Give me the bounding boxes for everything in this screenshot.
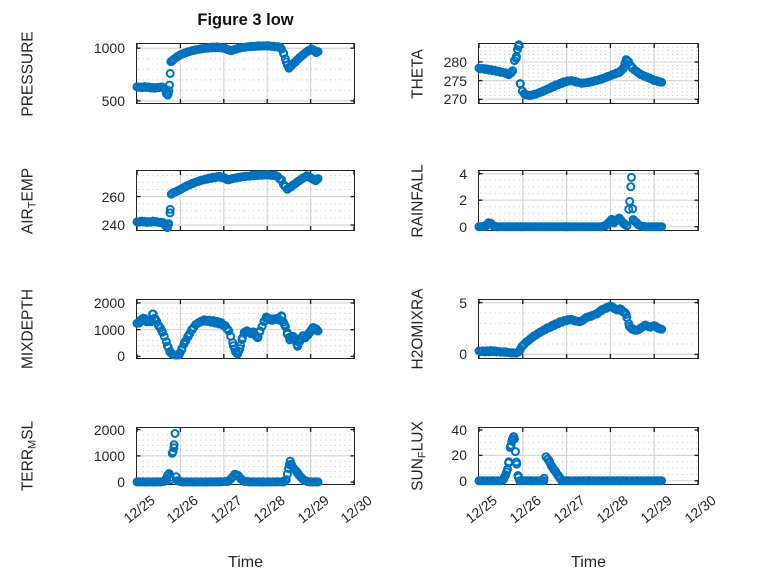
plot-canvas-pressure <box>132 41 355 103</box>
y-tick-label: 1000 <box>93 321 125 338</box>
x-tick-label: 12/26 <box>506 492 544 527</box>
x-tick-label: 12/30 <box>337 492 375 527</box>
y-tick-label: 1000 <box>93 40 125 57</box>
y-axis-label-h2omixra: H2OMIXRA <box>409 288 427 370</box>
x-axis-title-right: Time <box>571 554 606 571</box>
y-tick-label: 40 <box>451 421 467 438</box>
x-tick-label: 12/30 <box>681 492 719 527</box>
y-tick-label: 2000 <box>93 294 125 311</box>
figure-title: Figure 3 low <box>197 11 294 29</box>
y-axis-label-airtemp: AIRTEMP <box>19 167 39 234</box>
plot-rainfall: RAINFALL 0 2 4 <box>410 164 699 237</box>
y-tick-label: 5 <box>459 294 467 311</box>
data-points <box>132 170 323 233</box>
y-axis-label-terrmsl: TERRMSL <box>19 420 39 492</box>
x-tick-label: 12/29 <box>293 492 332 527</box>
plot-theta: THETA 270 275 280 <box>410 40 699 107</box>
data-points <box>474 432 667 486</box>
plot-h2omixra: H2OMIXRA 0 5 <box>410 289 699 369</box>
x-tick-label: 12/28 <box>250 492 289 527</box>
plot-canvas-sun_flux <box>474 428 699 486</box>
plot-pressure: PRESSURE 500 1000 <box>20 31 355 116</box>
x-tick-label: 12/26 <box>163 492 202 527</box>
y-axis-label-pressure: PRESSURE <box>19 30 37 117</box>
plot-airtemp: AIRTEMP 240 260 <box>20 167 355 234</box>
x-tick-label: 12/25 <box>120 492 158 527</box>
y-tick-label: 0 <box>117 348 125 365</box>
plot-mixdepth: MIXDEPTH 0 1000 2000 <box>20 289 355 369</box>
y-tick-label: 0 <box>459 346 467 363</box>
x-tick-label: 12/29 <box>637 492 676 527</box>
data-points <box>474 40 667 100</box>
x-tick-label: 12/25 <box>462 492 500 527</box>
y-tick-label: 2000 <box>93 421 125 438</box>
y-tick-label: 0 <box>459 218 467 235</box>
y-tick-label: 0 <box>459 472 467 489</box>
y-tick-label: 0 <box>117 474 125 491</box>
y-tick-label: 260 <box>101 188 125 205</box>
plot-sunflux: SUNFLUX 0 20 40 12/25 12/26 12/27 12/28 12/29 12… <box>410 421 719 526</box>
plot-canvas-air_temp <box>132 170 355 233</box>
plot-canvas-terr_msl <box>132 428 355 487</box>
y-axis-label-sunflux: SUNFLUX <box>409 421 429 491</box>
y-tick-label: 280 <box>443 53 467 70</box>
data-points <box>474 301 667 358</box>
y-tick-label: 2 <box>459 192 467 209</box>
y-tick-label: 500 <box>101 92 125 109</box>
y-tick-label: 240 <box>101 217 125 234</box>
y-axis-label-mixdepth: MIXDEPTH <box>19 288 37 370</box>
y-tick-label: 275 <box>443 72 467 89</box>
x-tick-label: 12/28 <box>593 492 632 527</box>
plot-canvas-mixdepth <box>132 300 355 360</box>
data-points <box>132 429 323 487</box>
y-axis-label-theta: THETA <box>409 48 427 99</box>
y-tick-label: 270 <box>443 91 467 108</box>
y-tick-label: 1000 <box>93 447 125 464</box>
x-tick-label: 12/27 <box>549 492 588 527</box>
plot-canvas-theta <box>474 40 699 103</box>
y-tick-label: 4 <box>459 165 467 182</box>
data-points <box>474 172 667 232</box>
plot-terrmsl: TERRMSL 0 1000 2000 12/25 12/26 12/27 12/28 12/… <box>20 421 375 526</box>
x-axis-title-left: Time <box>228 554 263 571</box>
data-points <box>132 309 323 360</box>
plot-canvas-rainfall <box>474 171 699 232</box>
y-axis-label-rainfall: RAINFALL <box>409 163 427 238</box>
y-tick-label: 20 <box>451 447 467 464</box>
x-tick-label: 12/27 <box>207 492 245 527</box>
plot-canvas-h2omixra <box>474 300 699 358</box>
data-points <box>132 41 323 100</box>
